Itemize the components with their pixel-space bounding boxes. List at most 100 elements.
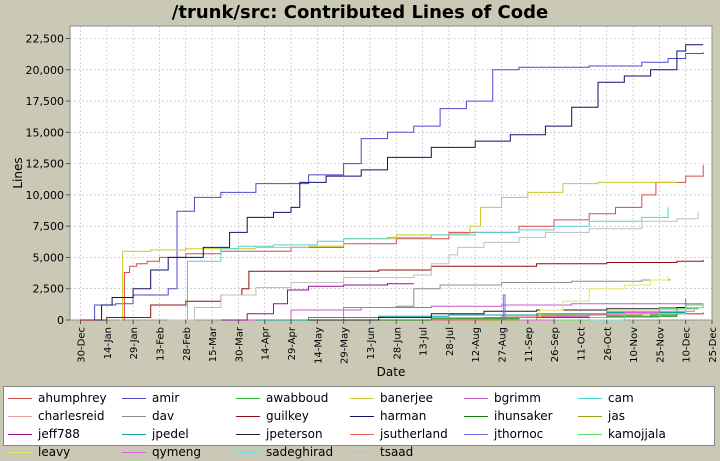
legend-label: leavy xyxy=(38,445,71,459)
legend-label: charlesreid xyxy=(38,409,105,423)
legend-swatch xyxy=(8,397,32,399)
legend-swatch xyxy=(350,433,374,435)
x-tick-label: 13-Jul xyxy=(419,327,430,356)
legend-item-bgrimm: bgrimm xyxy=(464,389,541,407)
legend-swatch xyxy=(464,397,488,399)
legend-swatch xyxy=(236,415,260,417)
x-tick-label: 14-Apr xyxy=(261,326,272,360)
legend-label: amir xyxy=(152,391,180,405)
legend-item-jas: jas xyxy=(578,407,625,425)
legend-label: cam xyxy=(608,391,634,405)
x-tick-label: 13-Feb xyxy=(155,327,166,361)
y-tick-label: 12,500 xyxy=(26,158,65,171)
series-lines xyxy=(80,44,704,321)
legend-label: jas xyxy=(608,409,625,423)
legend-label: sadeghirad xyxy=(266,445,334,459)
legend-item-jpeterson: jpeterson xyxy=(236,425,323,443)
legend-label: guilkey xyxy=(266,409,309,423)
legend-item-ihunsaker: ihunsaker xyxy=(464,407,553,425)
legend-swatch xyxy=(8,415,32,417)
legend-label: dav xyxy=(152,409,175,423)
series-line-ahumphrey xyxy=(119,164,704,321)
x-tick-label: 25-Nov xyxy=(655,327,666,363)
series-line-guilkey xyxy=(80,259,704,321)
legend-label: kamojjala xyxy=(608,427,666,441)
legend-label: jthornoc xyxy=(494,427,544,441)
legend-swatch xyxy=(122,415,146,417)
series-line-leavy xyxy=(536,276,669,321)
legend-item-jeff788: jeff788 xyxy=(8,425,80,443)
legend-swatch xyxy=(350,397,374,399)
y-tick-label: 5,000 xyxy=(33,251,65,264)
legend-swatch xyxy=(122,433,146,435)
legend-label: bgrimm xyxy=(494,391,541,405)
legend-label: tsaad xyxy=(380,445,414,459)
legend-swatch xyxy=(122,397,146,399)
series-line-jpeterson xyxy=(308,306,704,321)
series-line-jeff788 xyxy=(220,283,414,321)
legend-item-tsaad: tsaad xyxy=(350,443,413,461)
legend-item-kamojjala: kamojjala xyxy=(578,425,666,443)
series-line-harman xyxy=(94,44,704,321)
chart-title: /trunk/src: Contributed Lines of Code xyxy=(171,2,549,23)
legend-item-jsutherland: jsutherland xyxy=(350,425,448,443)
legend-label: ahumphrey xyxy=(38,391,107,405)
y-tick-label: 17,500 xyxy=(26,95,65,108)
legend-item-sadeghirad: sadeghirad xyxy=(236,443,333,461)
series-line-amir xyxy=(89,52,704,321)
legend-item-jthornoc: jthornoc xyxy=(464,425,543,443)
legend-label: ihunsaker xyxy=(494,409,553,423)
x-tick-label: 12-Aug xyxy=(471,327,482,363)
legend-swatch xyxy=(464,415,488,417)
legend-item-charlesreid: charlesreid xyxy=(8,407,104,425)
x-tick-label: 28-Jun xyxy=(392,327,403,360)
legend-swatch xyxy=(350,451,374,453)
y-tick-label: 7,500 xyxy=(33,220,65,233)
series-line-jpedel xyxy=(255,298,687,321)
legend-item-banerjee: banerjee xyxy=(350,389,433,407)
x-tick-label: 10-Nov xyxy=(629,327,640,363)
x-tick-label: 27-Aug xyxy=(498,327,509,363)
legend-item-awabboud: awabboud xyxy=(236,389,328,407)
x-tick-label: 11-Sep xyxy=(524,327,535,362)
series-line-bgrimm xyxy=(220,303,704,321)
series-line-sadeghirad xyxy=(589,305,704,321)
plot-area xyxy=(69,25,713,321)
y-tick-label: 22,500 xyxy=(26,33,65,46)
legend-swatch xyxy=(578,397,602,399)
legend-swatch xyxy=(8,433,32,435)
x-tick-label: 29-Jan xyxy=(129,327,140,359)
x-tick-label: 11-Oct xyxy=(576,327,587,361)
x-tick-label: 26-Oct xyxy=(603,327,614,361)
x-tick-label: 29-May xyxy=(340,327,351,364)
legend-label: jsutherland xyxy=(380,427,448,441)
legend-swatch xyxy=(464,433,488,435)
chart-plot: 0 2,500 5,000 7,500 10,000 12,500 15,000 17,500… xyxy=(11,25,719,379)
legend-item-ahumphrey: ahumphrey xyxy=(8,389,107,407)
x-tick-label: 10-Dec xyxy=(682,327,693,363)
x-tick-label: 14-May xyxy=(313,327,324,364)
legend-item-amir: amir xyxy=(122,389,179,407)
x-tick-label: 30-Mar xyxy=(234,326,245,362)
y-tick-label: 20,000 xyxy=(26,64,65,77)
x-axis-label: Date xyxy=(377,365,406,379)
legend-label: awabboud xyxy=(266,391,329,405)
legend-swatch xyxy=(236,433,260,435)
legend-swatch xyxy=(122,451,146,453)
legend-swatch xyxy=(578,433,602,435)
x-tick-label: 28-Feb xyxy=(182,327,193,361)
legend-item-cam: cam xyxy=(578,389,634,407)
y-axis: 0 2,500 5,000 7,500 10,000 12,500 15,000 17,500… xyxy=(26,33,70,327)
legend-label: harman xyxy=(380,409,427,423)
legend-swatch xyxy=(236,397,260,399)
x-tick-label: 28-Jul xyxy=(445,327,456,356)
series-line-dav xyxy=(291,278,671,321)
legend-swatch xyxy=(8,451,32,453)
legend-item-jpedel: jpedel xyxy=(122,425,189,443)
legend-swatch xyxy=(578,415,602,417)
legend-item-guilkey: guilkey xyxy=(236,407,309,425)
y-tick-label: 15,000 xyxy=(26,126,65,139)
legend-item-dav: dav xyxy=(122,407,174,425)
series-line-qymeng xyxy=(519,310,695,321)
y-tick-label: 0 xyxy=(57,314,64,327)
